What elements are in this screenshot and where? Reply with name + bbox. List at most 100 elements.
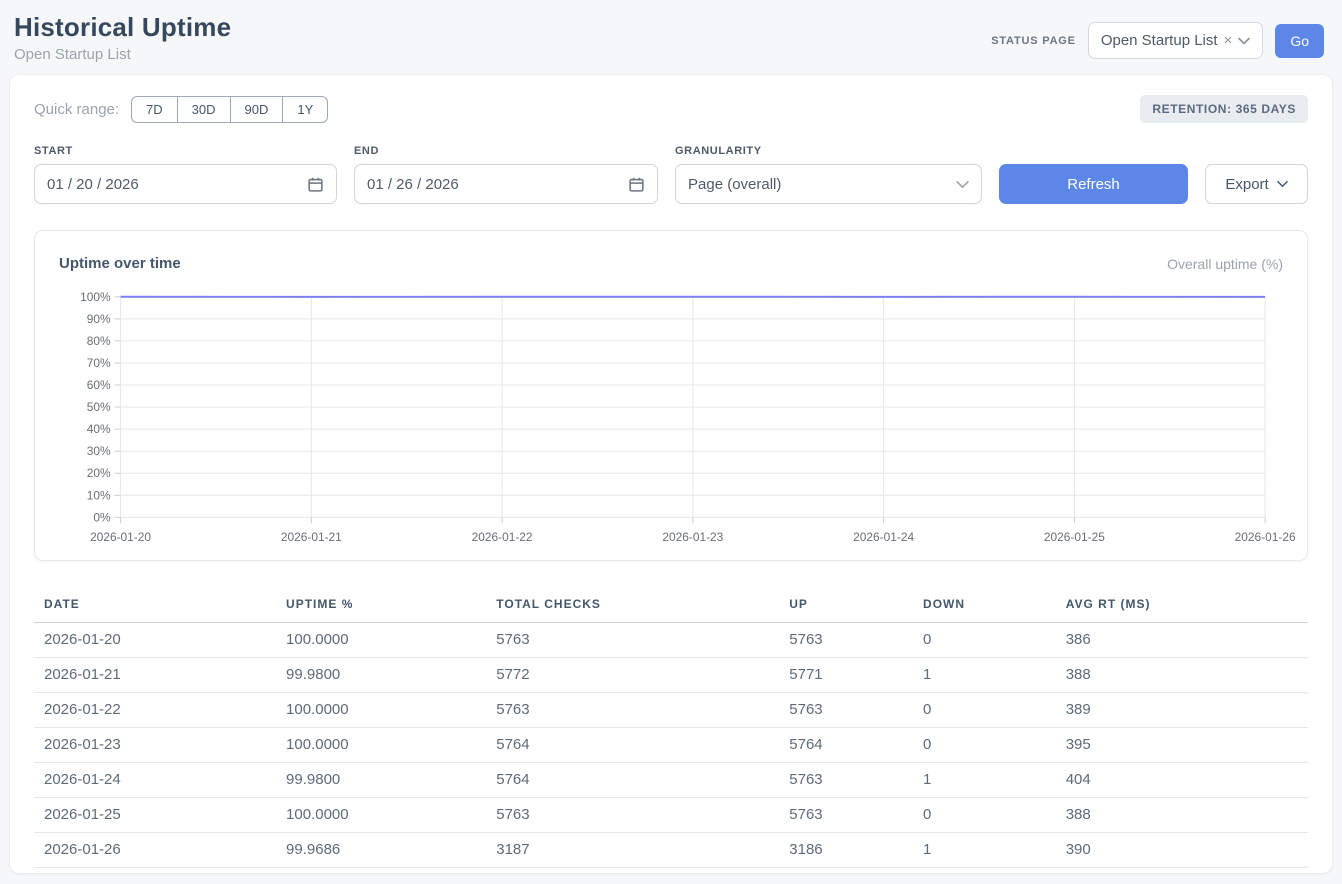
- cell: 5763: [486, 693, 779, 728]
- status-page-select[interactable]: Open Startup List ×: [1088, 22, 1264, 59]
- start-date-value: 01 / 20 / 2026: [47, 176, 139, 193]
- table-row: 2026-01-2199.9800577257711388: [34, 658, 1308, 693]
- cell: 100.0000: [276, 623, 486, 658]
- svg-text:2026-01-21: 2026-01-21: [281, 530, 342, 544]
- table-body: 2026-01-20100.00005763576303862026-01-21…: [34, 623, 1308, 868]
- calendar-icon[interactable]: [307, 176, 324, 193]
- cell: 100.0000: [276, 693, 486, 728]
- quick-range-90d[interactable]: 90D: [230, 96, 283, 123]
- table-header-row: DATEUPTIME %TOTAL CHECKSUPDOWNAVG RT (MS…: [34, 587, 1308, 623]
- cell: 5763: [779, 623, 913, 658]
- granularity-select[interactable]: Page (overall): [675, 164, 982, 204]
- cell: 3187: [486, 833, 779, 868]
- end-date-input[interactable]: 01 / 26 / 2026: [354, 164, 658, 204]
- cell: 5763: [486, 623, 779, 658]
- cell: 99.9686: [276, 833, 486, 868]
- table-row: 2026-01-2499.9800576457631404: [34, 763, 1308, 798]
- cell: 404: [1056, 763, 1308, 798]
- quick-range-30d[interactable]: 30D: [177, 96, 230, 123]
- cell: 5764: [779, 728, 913, 763]
- cell: 5772: [486, 658, 779, 693]
- cell: 1: [913, 763, 1056, 798]
- export-button[interactable]: Export: [1205, 164, 1308, 204]
- page-header: Historical Uptime Open Startup List STAT…: [0, 0, 1342, 71]
- svg-text:70%: 70%: [87, 356, 111, 370]
- column-header: UPTIME %: [276, 587, 486, 623]
- cell: 388: [1056, 798, 1308, 833]
- cell: 0: [913, 798, 1056, 833]
- chart-header: Uptime over time Overall uptime (%): [55, 247, 1287, 286]
- quick-range-1y[interactable]: 1Y: [282, 96, 328, 123]
- cell: 5764: [486, 728, 779, 763]
- svg-text:30%: 30%: [87, 444, 111, 458]
- cell: 5771: [779, 658, 913, 693]
- start-date-input[interactable]: 01 / 20 / 2026: [34, 164, 337, 204]
- status-page-value: Open Startup List: [1101, 32, 1218, 49]
- quick-range-group: 7D30D90D1Y: [131, 96, 328, 123]
- quick-range-7d[interactable]: 7D: [131, 96, 177, 123]
- end-date-value: 01 / 26 / 2026: [367, 176, 459, 193]
- column-header: AVG RT (MS): [1056, 587, 1308, 623]
- svg-text:20%: 20%: [87, 466, 111, 480]
- clear-icon[interactable]: ×: [1224, 32, 1233, 49]
- cell: 2026-01-22: [34, 693, 276, 728]
- svg-text:2026-01-26: 2026-01-26: [1235, 530, 1296, 544]
- column-header: UP: [779, 587, 913, 623]
- uptime-chart-svg: 0%10%20%30%40%50%60%70%80%90%100%2026-01…: [55, 286, 1287, 550]
- end-label: END: [354, 145, 658, 157]
- granularity-field: GRANULARITY Page (overall): [675, 145, 982, 204]
- go-button[interactable]: Go: [1275, 24, 1324, 58]
- cell: 99.9800: [276, 658, 486, 693]
- uptime-chart-card: Uptime over time Overall uptime (%) 0%10…: [34, 230, 1308, 561]
- cell: 2026-01-26: [34, 833, 276, 868]
- uptime-table: DATEUPTIME %TOTAL CHECKSUPDOWNAVG RT (MS…: [34, 587, 1308, 868]
- header-right: STATUS PAGE Open Startup List × Go: [991, 22, 1324, 59]
- main-panel: Quick range: 7D30D90D1Y RETENTION: 365 D…: [10, 75, 1332, 873]
- cell: 99.9800: [276, 763, 486, 798]
- chevron-down-icon: [956, 180, 969, 189]
- svg-text:2026-01-20: 2026-01-20: [90, 530, 151, 544]
- chevron-down-icon: [1277, 180, 1288, 188]
- svg-text:100%: 100%: [80, 290, 111, 304]
- cell: 3186: [779, 833, 913, 868]
- svg-text:2026-01-22: 2026-01-22: [472, 530, 533, 544]
- cell: 5764: [486, 763, 779, 798]
- cell: 5763: [779, 798, 913, 833]
- retention-badge: RETENTION: 365 DAYS: [1140, 95, 1308, 123]
- cell: 2026-01-23: [34, 728, 276, 763]
- cell: 2026-01-20: [34, 623, 276, 658]
- controls-row: START 01 / 20 / 2026 END 01 / 26 / 2026 …: [34, 145, 1308, 204]
- cell: 388: [1056, 658, 1308, 693]
- column-header: TOTAL CHECKS: [486, 587, 779, 623]
- svg-text:60%: 60%: [87, 378, 111, 392]
- cell: 100.0000: [276, 728, 486, 763]
- cell: 1: [913, 833, 1056, 868]
- cell: 5763: [779, 763, 913, 798]
- svg-text:2026-01-25: 2026-01-25: [1044, 530, 1105, 544]
- chevron-down-icon: [1238, 37, 1250, 45]
- cell: 2026-01-24: [34, 763, 276, 798]
- cell: 2026-01-21: [34, 658, 276, 693]
- chart-title: Uptime over time: [59, 255, 181, 272]
- table-row: 2026-01-20100.0000576357630386: [34, 623, 1308, 658]
- quick-range-wrap: Quick range: 7D30D90D1Y: [34, 96, 328, 123]
- cell: 5763: [486, 798, 779, 833]
- title-block: Historical Uptime Open Startup List: [14, 12, 231, 63]
- table-row: 2026-01-25100.0000576357630388: [34, 798, 1308, 833]
- column-header: DATE: [34, 587, 276, 623]
- svg-text:2026-01-23: 2026-01-23: [662, 530, 723, 544]
- start-label: START: [34, 145, 337, 157]
- svg-text:2026-01-24: 2026-01-24: [853, 530, 914, 544]
- end-date-field: END 01 / 26 / 2026: [354, 145, 658, 204]
- granularity-label: GRANULARITY: [675, 145, 982, 157]
- svg-text:80%: 80%: [87, 334, 111, 348]
- refresh-button[interactable]: Refresh: [999, 164, 1188, 204]
- svg-text:10%: 10%: [87, 488, 111, 502]
- quick-range-label: Quick range:: [34, 101, 119, 118]
- calendar-icon[interactable]: [628, 176, 645, 193]
- cell: 390: [1056, 833, 1308, 868]
- table-row: 2026-01-23100.0000576457640395: [34, 728, 1308, 763]
- cell: 5763: [779, 693, 913, 728]
- status-page-label: STATUS PAGE: [991, 35, 1076, 47]
- column-header: DOWN: [913, 587, 1056, 623]
